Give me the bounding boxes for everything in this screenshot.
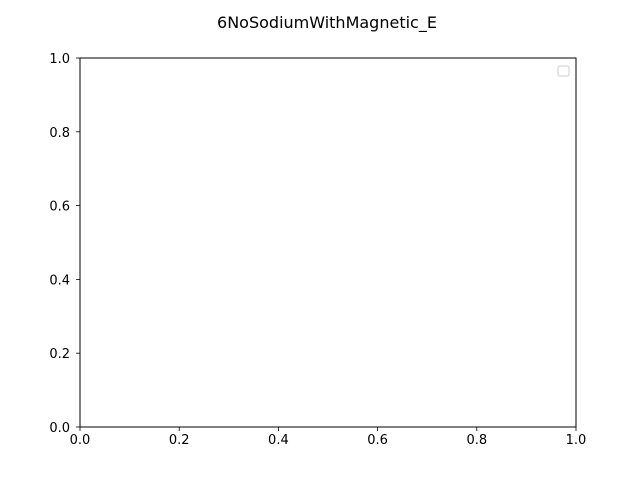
y-tick-label: 0.0 bbox=[49, 421, 70, 436]
x-axis: 0.0 0.2 0.4 0.6 0.8 1.0 bbox=[70, 427, 587, 448]
x-tick-label: 0.2 bbox=[169, 433, 190, 448]
y-tick-label: 0.8 bbox=[49, 126, 70, 141]
x-tick-label: 0.8 bbox=[466, 433, 487, 448]
x-tick-label: 1.0 bbox=[566, 433, 587, 448]
plot-area bbox=[79, 57, 577, 428]
chart-title: 6NoSodiumWithMagnetic_E bbox=[217, 13, 437, 33]
legend-box bbox=[557, 65, 570, 77]
y-tick-label: 0.6 bbox=[49, 200, 70, 215]
y-tick-label: 0.2 bbox=[49, 347, 70, 362]
y-axis: 0.0 0.2 0.4 0.6 0.8 1.0 bbox=[49, 52, 80, 436]
y-tick-label: 0.4 bbox=[49, 273, 70, 288]
y-tick-label: 1.0 bbox=[49, 52, 70, 67]
x-tick-label: 0.4 bbox=[268, 433, 289, 448]
x-tick-label: 0.6 bbox=[367, 433, 388, 448]
x-tick-label: 0.0 bbox=[70, 433, 91, 448]
